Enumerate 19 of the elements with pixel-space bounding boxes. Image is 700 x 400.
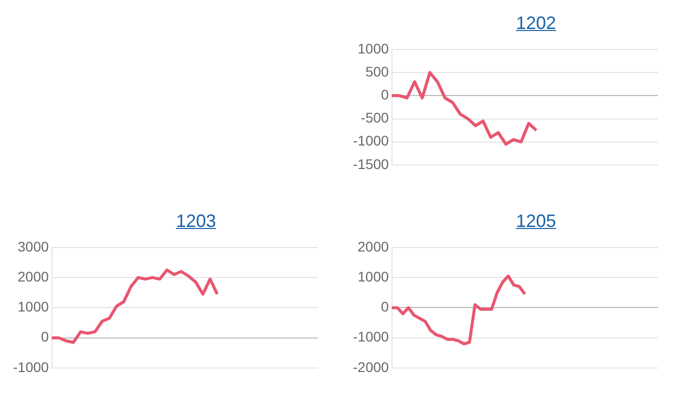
- y-tick-label: 3000: [18, 238, 50, 254]
- chart-title: 1205: [514, 210, 558, 233]
- y-tick-label: -500: [360, 110, 390, 126]
- y-tick-label: 1000: [358, 40, 390, 56]
- y-tick-label: 2000: [18, 268, 50, 284]
- y-tick-label: -1000: [12, 358, 50, 375]
- y-tick-label: 1000: [358, 268, 390, 284]
- y-tick-label: 0: [41, 328, 50, 345]
- y-tick-label: -2000: [352, 358, 390, 375]
- y-tick-label: -1000: [352, 328, 390, 345]
- chart-title: 1203: [174, 210, 218, 233]
- y-tick-label: 0: [381, 298, 390, 315]
- y-tick-label: -1500: [352, 156, 390, 172]
- y-tick-label: -1000: [352, 132, 390, 149]
- y-tick-label: 2000: [358, 238, 390, 254]
- y-tick-label: 500: [365, 63, 390, 80]
- y-tick-label: 0: [381, 86, 390, 102]
- y-tick-label: 1000: [18, 298, 50, 315]
- chart-title: 1202: [514, 12, 558, 35]
